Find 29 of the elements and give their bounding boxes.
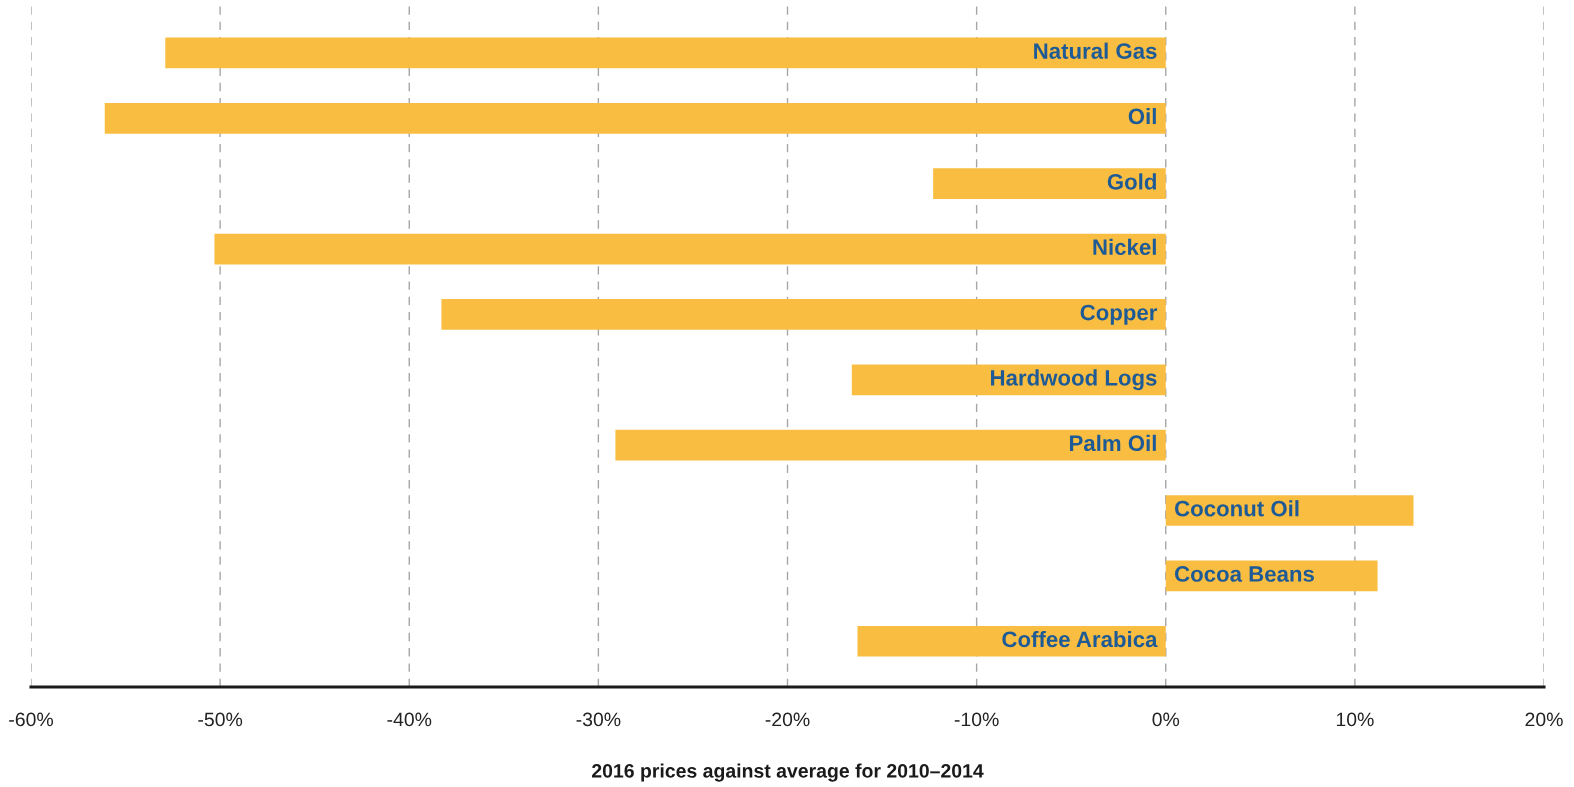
x-tick-label: 20% [1525, 712, 1563, 727]
x-tick-label: -50% [198, 712, 243, 727]
y-tick-label: Hardwood Logs [991, 369, 1157, 391]
y-tick-label: Oil [1128, 107, 1156, 125]
bar [441, 299, 1166, 330]
y-tick-label: Copper [1080, 304, 1158, 325]
x-axis-title: 2016 prices against average for 2010–2014 [592, 763, 984, 782]
y-tick-label: Cocoa Beans [1175, 566, 1314, 582]
bar [851, 364, 1166, 396]
y-tick-label: Coffee Arabica [1002, 630, 1158, 648]
bar [1165, 495, 1414, 526]
x-tick-label: -30% [576, 712, 621, 727]
bar [615, 429, 1166, 461]
x-tick-label: -40% [387, 712, 432, 727]
x-tick-label: -60% [9, 712, 54, 727]
bar [857, 625, 1166, 657]
x-tick-label: -10% [954, 712, 999, 727]
y-tick-label: Natural Gas [1034, 42, 1157, 59]
y-tick-label: Coconut Oil [1175, 500, 1299, 517]
bar [933, 168, 1166, 200]
x-tick-label: 10% [1336, 712, 1374, 727]
y-tick-label: Gold [1107, 173, 1156, 190]
y-tick-label: Palm Oil [1069, 434, 1156, 452]
y-tick-label: Nickel [1093, 238, 1156, 256]
x-tick-label: 0% [1152, 712, 1180, 727]
bar [214, 233, 1166, 265]
bar [104, 102, 1166, 134]
x-tick-label: -20% [765, 712, 810, 727]
bar [165, 37, 1166, 69]
